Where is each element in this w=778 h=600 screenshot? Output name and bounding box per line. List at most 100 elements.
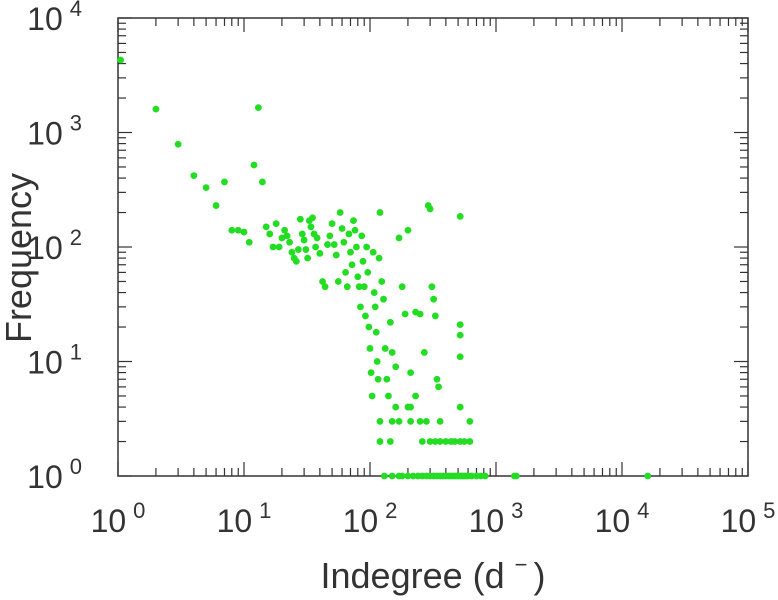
x-tick-label: 10 0 — [91, 498, 146, 539]
data-point — [355, 283, 363, 291]
data-point — [348, 261, 356, 269]
data-point — [386, 318, 394, 326]
data-point — [412, 392, 419, 400]
x-axis-label-main: Indegree (d — [321, 555, 505, 596]
data-point — [254, 104, 262, 111]
data-point — [376, 438, 384, 445]
y-tick-label: 10 4 — [27, 0, 82, 37]
data-point — [375, 254, 383, 262]
data-point — [392, 403, 400, 411]
data-point — [404, 226, 412, 234]
data-point — [351, 226, 359, 234]
data-point — [302, 246, 310, 253]
data-point — [426, 205, 434, 213]
data-point — [294, 246, 302, 253]
data-point — [456, 213, 464, 220]
data-point — [359, 257, 367, 265]
data-point — [312, 243, 319, 251]
data-point — [380, 295, 387, 303]
data-point — [385, 392, 392, 400]
data-point — [435, 383, 442, 391]
data-point — [275, 243, 283, 251]
data-point — [152, 105, 160, 113]
data-point — [401, 310, 409, 318]
data-point — [366, 345, 374, 352]
data-point — [338, 225, 346, 232]
data-point — [334, 278, 342, 285]
data-point — [358, 232, 366, 240]
data-point — [376, 209, 384, 216]
data-point — [442, 438, 450, 445]
data-point — [407, 369, 414, 376]
data-point — [456, 353, 464, 361]
data-point — [281, 226, 288, 234]
data-point — [371, 303, 379, 311]
data-point — [347, 248, 354, 256]
data-point — [288, 248, 296, 256]
data-point — [363, 243, 371, 251]
data-point — [269, 243, 277, 251]
x-tick-label: 10 3 — [469, 498, 524, 539]
y-tick-label: 10 3 — [27, 111, 82, 152]
x-axis-label-superscript: − — [515, 552, 528, 577]
x-tick-label: 10 1 — [217, 498, 272, 539]
data-point — [296, 215, 304, 223]
data-point — [436, 417, 444, 425]
data-point — [407, 403, 414, 411]
data-point — [370, 289, 378, 296]
plot-frame — [117, 17, 749, 477]
data-point — [456, 321, 464, 329]
data-point — [388, 417, 396, 425]
data-point — [298, 230, 306, 238]
data-point — [368, 392, 376, 400]
data-point — [316, 249, 324, 257]
data-point — [431, 312, 439, 320]
data-point — [240, 228, 248, 236]
data-point — [466, 417, 474, 425]
data-point — [307, 223, 315, 231]
x-axis-label: Indegree (d −) — [321, 552, 546, 596]
data-point — [309, 214, 316, 222]
data-point — [365, 323, 373, 331]
data-point — [313, 234, 321, 242]
data-point — [416, 310, 424, 318]
data-point — [381, 345, 389, 352]
data-point — [117, 56, 125, 64]
data-point — [292, 257, 300, 265]
data-point — [174, 140, 182, 148]
data-point — [364, 269, 372, 276]
data-point — [430, 295, 438, 303]
data-point — [259, 178, 266, 186]
data-point — [386, 438, 394, 445]
data-point — [250, 161, 258, 169]
data-point — [328, 220, 336, 228]
data-point — [357, 303, 364, 311]
data-point — [468, 472, 475, 480]
data-point — [372, 328, 380, 336]
data-point — [342, 269, 349, 276]
data-point — [374, 375, 382, 383]
data-point — [345, 230, 353, 238]
data-point — [272, 220, 280, 228]
data-point — [392, 363, 400, 371]
data-point — [407, 417, 414, 425]
data-point — [202, 184, 210, 192]
data-point — [512, 472, 520, 480]
data-point — [426, 438, 434, 445]
data-point — [321, 283, 329, 291]
data-point — [451, 438, 459, 445]
data-point — [354, 273, 362, 281]
data-point — [319, 278, 326, 285]
data-point — [332, 251, 340, 259]
x-tick-label: 10 2 — [343, 498, 398, 539]
y-axis-label: Frequency — [0, 173, 39, 343]
data-point — [388, 349, 396, 356]
data-point — [283, 232, 291, 240]
data-point — [362, 312, 369, 320]
data-point — [304, 254, 312, 262]
data-points — [117, 56, 652, 480]
data-point — [422, 417, 430, 425]
data-point — [481, 472, 489, 480]
y-tick-label: 10 1 — [27, 340, 82, 381]
